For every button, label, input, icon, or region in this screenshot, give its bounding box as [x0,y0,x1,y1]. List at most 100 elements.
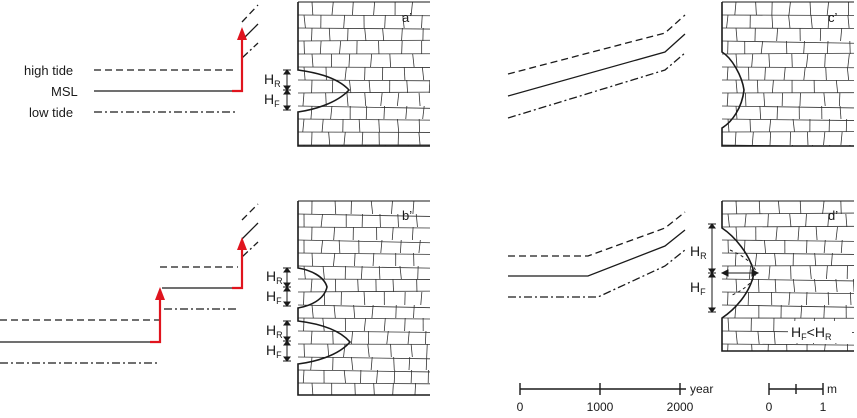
brick-joint-line [383,105,385,120]
brick-joint-line [405,105,408,120]
brick-course-line [298,39,430,42]
panel-c-sea-level-lines [507,14,686,119]
brick-joint-line [727,213,730,228]
brick-joint-line [396,92,400,107]
brick-joint-line [839,105,842,120]
brick-joint-line [321,118,324,133]
brick-joint-line [402,14,405,29]
brick-joint-line [799,92,801,107]
brick-joint-line [792,118,795,133]
brick-joint-line [835,226,838,241]
brick-joint-line [386,330,389,345]
brick-joint-line [849,291,852,306]
brick-course-line [298,66,430,68]
brick-joint-line [354,382,356,395]
brick-joint-line [764,66,766,81]
brick-joint-line [399,239,402,254]
brick-joint-line [390,343,392,358]
hf-label-a: HF [264,91,280,109]
brick-course-line [298,91,430,94]
c-msl [507,33,686,97]
brick-joint-line [774,278,777,293]
panel-d-label: d’ [828,208,838,223]
brick-joint-line [852,278,854,293]
brick-course-line [722,40,854,44]
brick-joint-line [747,144,749,146]
brick-joint-line [373,382,375,395]
brick-course-line [722,239,854,242]
panel-c-label: c’ [828,10,838,25]
brick-course-line [298,239,430,244]
brick-joint-line [838,92,841,107]
brick-course-line [722,252,854,255]
brick-joint-line [745,92,747,107]
brick-joint-line [768,53,770,68]
brick-joint-line [735,27,738,42]
brick-joint-line [773,330,776,345]
brick-joint-line [410,2,413,16]
brick-course-line [298,382,430,385]
brick-joint-line [397,118,400,133]
brick-joint-line [310,278,313,293]
brick-joint-line [328,27,331,42]
brick-joint-line [370,201,374,215]
brick-joint-line [414,382,417,395]
brick-joint-line [349,79,352,94]
cliff-a [297,1,430,147]
brick-joint-line [412,201,415,215]
brick-joint-line [303,14,306,29]
brick-joint-line [351,330,354,345]
brick-joint-line [846,66,850,81]
brick-joint-line [751,131,754,146]
uplift-arrow-a [232,27,247,93]
brick-joint-line [410,343,413,358]
time-unit-label: year [690,382,713,396]
brick-joint-line [840,239,843,254]
brick-joint-line [411,226,414,241]
brick-joint-line [751,53,754,68]
brick-joint-line [823,131,826,146]
brick-joint-line [775,226,778,241]
cliff-a-face [297,2,430,147]
brick-course-line [722,291,854,295]
brick-joint-line [788,291,791,306]
brick-joint-line [361,131,364,146]
brick-joint-line [410,369,413,384]
brick-course-line [298,278,430,280]
brick-course-line [722,66,854,69]
brick-joint-line [365,144,366,146]
brick-joint-line [769,131,772,146]
brick-joint-line [735,79,738,94]
brick-joint-line [331,2,334,16]
brick-joint-line [756,79,759,94]
cliff-d [721,200,854,352]
brick-joint-line [380,239,383,254]
brick-joint-line [327,343,330,358]
brick-joint-line [792,278,796,293]
brick-joint-line [420,291,423,306]
brick-joint-line [849,144,851,146]
d-low-tide [508,249,686,298]
brick-joint-line [310,105,313,120]
brick-joint-line [847,14,850,29]
brick-course-line [722,52,854,55]
brick-joint-line [424,330,427,345]
cliff-c-face [721,2,854,147]
brick-joint-line [814,252,817,267]
raised-high-tide-line [241,4,259,23]
brick-joint-line [332,252,336,267]
brick-joint-line [755,2,757,16]
brick-joint-line [726,92,729,107]
brick-joint-line [378,265,381,280]
brick-joint-line [768,118,772,133]
brick-course-line [298,226,430,229]
raised-low-tide-line [241,42,259,59]
brick-joint-line [371,304,374,319]
brick-joint-line [348,53,351,68]
brick-joint-line [404,317,406,332]
brick-joint-line [757,278,760,293]
hr-label-a: HR [264,71,281,89]
brick-joint-line [311,304,314,319]
brick-joint-line [825,66,827,81]
brick-joint-line [823,92,826,107]
